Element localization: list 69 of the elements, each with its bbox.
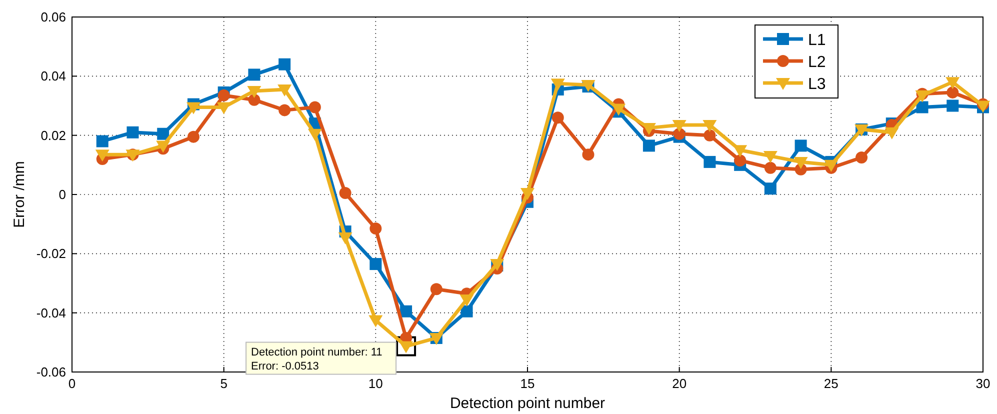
point xyxy=(672,120,686,132)
annotation: Detection point number: 11 Error: -0.0513 xyxy=(251,346,382,372)
y-tick-label: 0.02 xyxy=(40,128,66,143)
point xyxy=(856,152,868,164)
x-tick-label: 30 xyxy=(976,376,990,391)
y-axis-title: Error /mm xyxy=(11,161,28,228)
point xyxy=(96,135,108,148)
x-tick-label: 15 xyxy=(520,376,535,391)
point xyxy=(794,140,807,152)
legend-label: L3 xyxy=(808,76,826,93)
point xyxy=(126,126,139,138)
point xyxy=(460,305,473,318)
point xyxy=(794,156,808,169)
point xyxy=(216,102,231,114)
point xyxy=(247,86,262,98)
point xyxy=(95,150,110,162)
point xyxy=(368,315,383,328)
point xyxy=(702,120,717,132)
point xyxy=(278,84,292,96)
point xyxy=(582,148,594,161)
point xyxy=(186,102,200,114)
x-tick-label: 10 xyxy=(368,376,383,391)
point xyxy=(248,68,260,81)
point xyxy=(308,101,321,114)
y-tick-label: 0 xyxy=(58,187,66,202)
point xyxy=(338,232,352,244)
point xyxy=(884,127,899,140)
point xyxy=(550,78,565,91)
legend-label: L1 xyxy=(808,32,826,49)
point xyxy=(278,58,291,70)
x-axis-title: Detection point number xyxy=(450,395,606,412)
point xyxy=(400,305,412,318)
point xyxy=(460,294,474,307)
point xyxy=(520,188,534,200)
point xyxy=(187,130,200,143)
point xyxy=(673,128,686,140)
point xyxy=(764,162,776,174)
x-tick-label: 0 xyxy=(68,376,76,391)
point xyxy=(218,89,230,102)
y-tick-label: -0.04 xyxy=(36,305,66,320)
point xyxy=(704,129,716,142)
x-tick-label: 20 xyxy=(672,376,687,391)
point xyxy=(946,77,960,90)
x-tick-label: 5 xyxy=(220,376,228,391)
y-tick-label: 0.04 xyxy=(40,68,66,84)
y-tick-label: 0.06 xyxy=(40,10,66,24)
point xyxy=(764,182,776,195)
point xyxy=(278,104,291,116)
point xyxy=(248,94,260,106)
point xyxy=(370,258,382,270)
y-tick-label: -0.02 xyxy=(36,246,66,262)
legend-label: L2 xyxy=(808,54,826,71)
point xyxy=(946,100,959,112)
point xyxy=(552,112,564,124)
point xyxy=(430,283,442,296)
point xyxy=(642,140,655,152)
point xyxy=(733,145,748,158)
point xyxy=(734,154,746,166)
point xyxy=(370,222,382,235)
point xyxy=(339,187,352,200)
y-tick-label: -0.06 xyxy=(36,364,66,380)
point xyxy=(915,90,930,102)
point xyxy=(308,128,322,141)
point xyxy=(916,101,928,114)
point xyxy=(704,156,716,168)
point xyxy=(946,86,959,98)
point xyxy=(157,128,170,140)
point xyxy=(763,151,778,164)
x-tick-label: 25 xyxy=(824,376,838,391)
